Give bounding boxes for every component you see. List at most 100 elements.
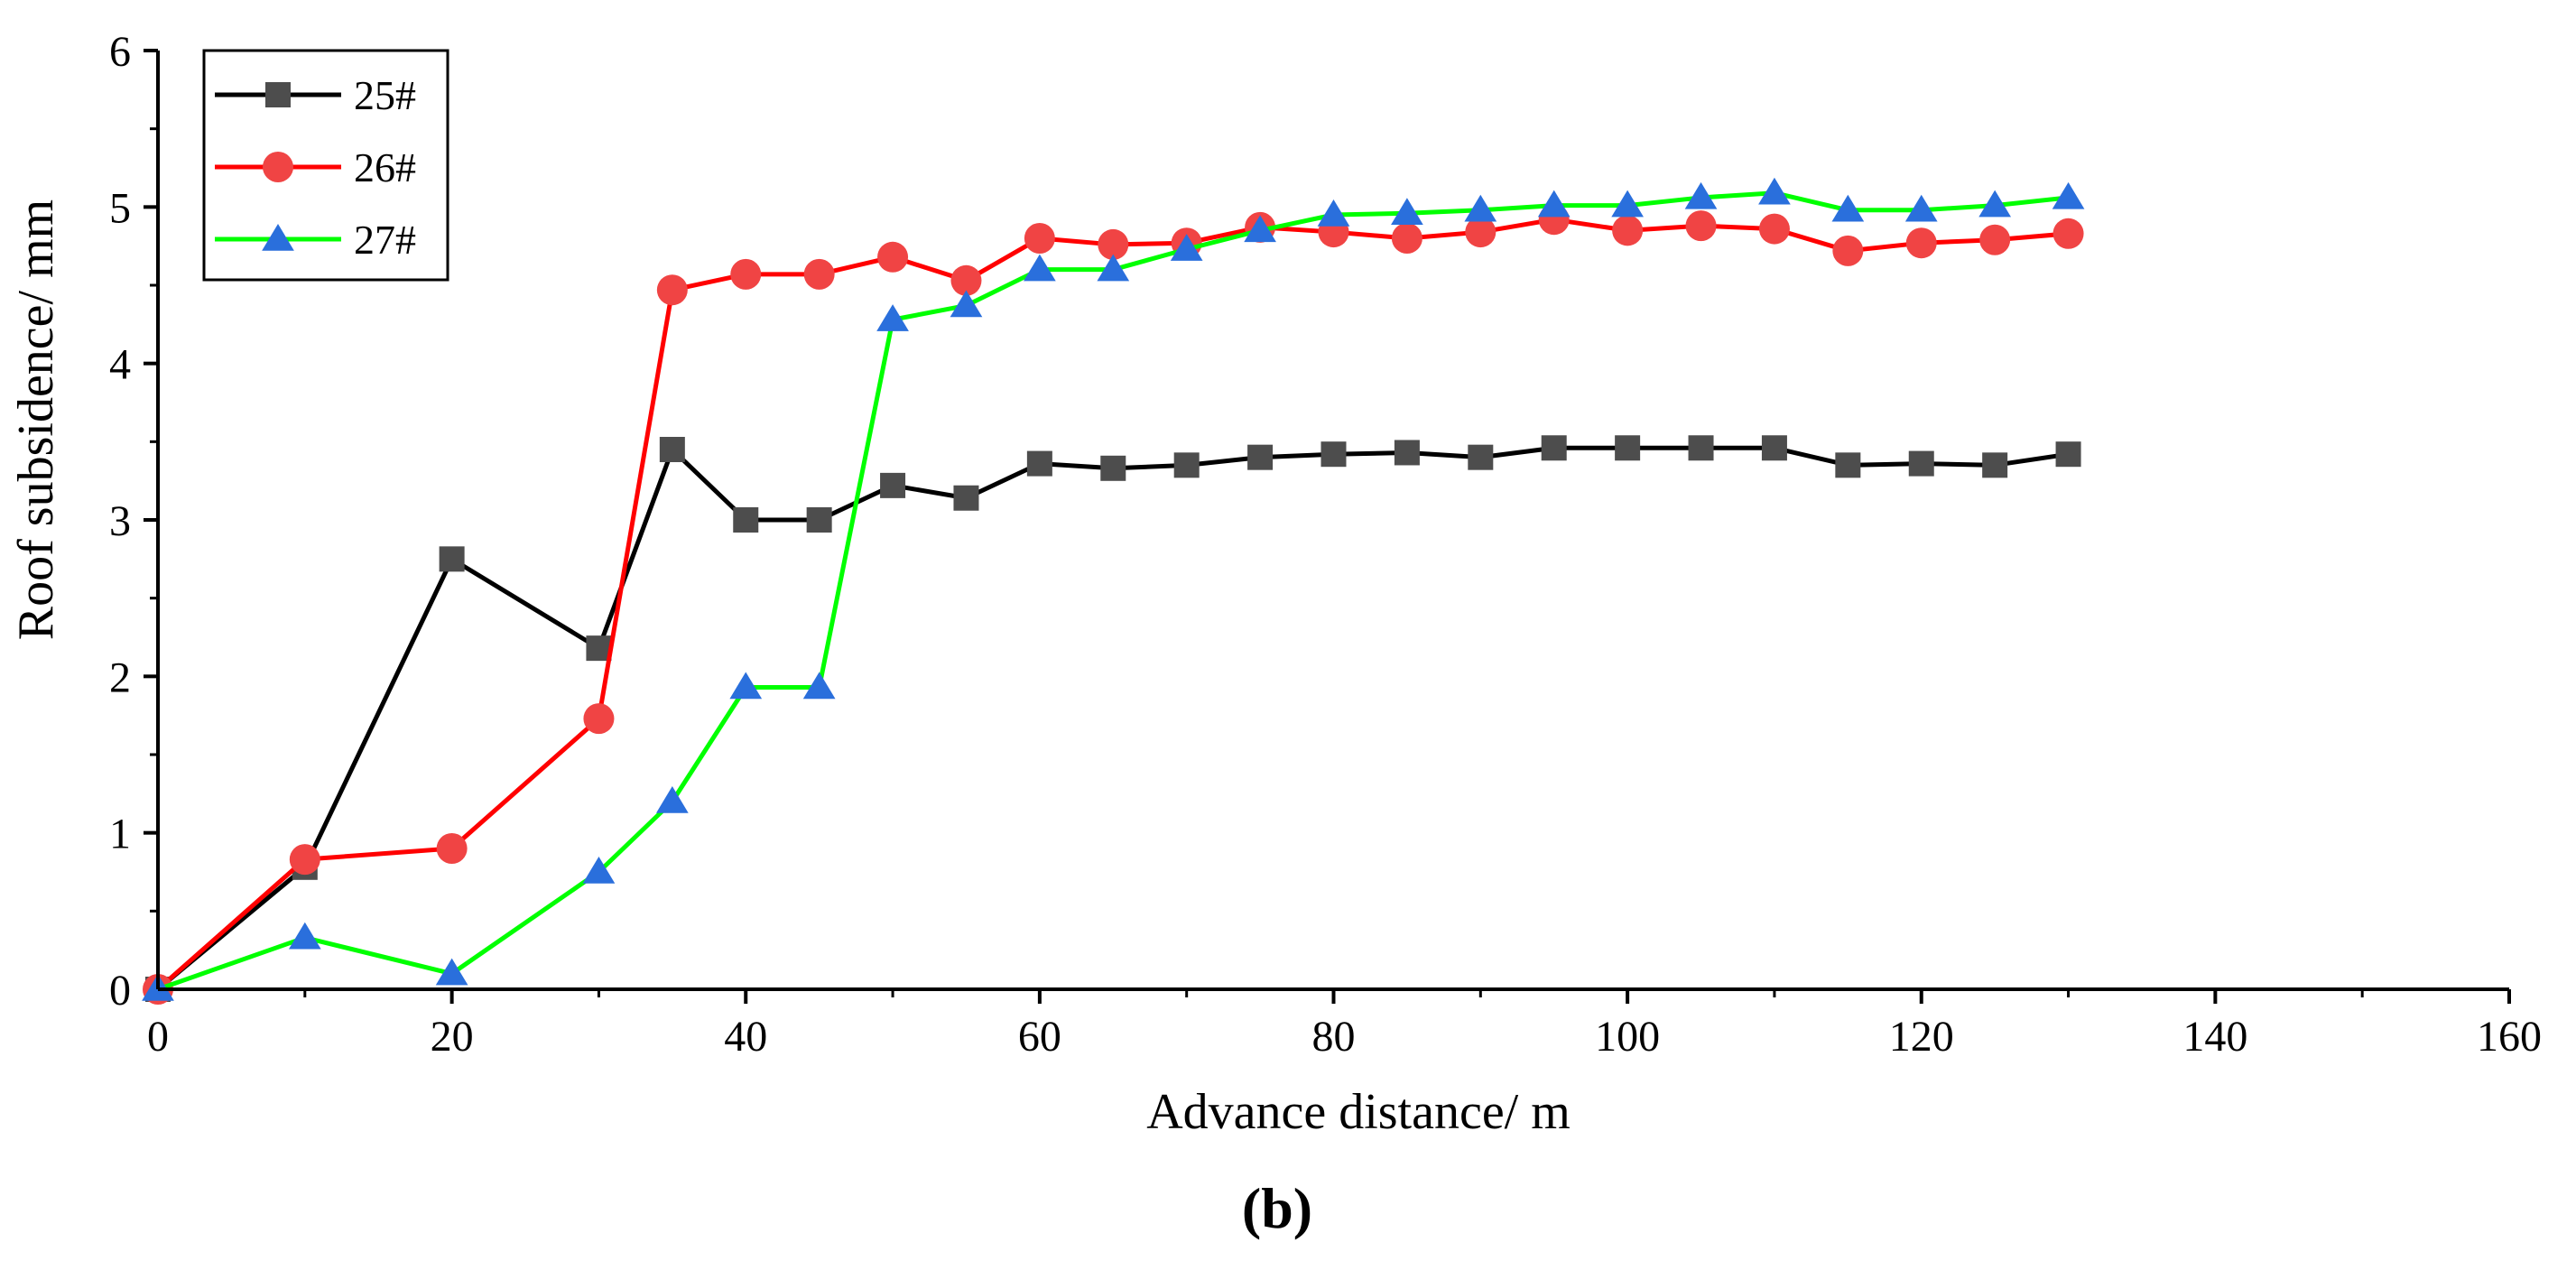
y-tick-label: 2	[109, 654, 131, 701]
data-point-26	[289, 844, 320, 876]
data-point-26	[1905, 227, 1937, 259]
data-point-25	[1247, 444, 1274, 470]
data-point-26	[1098, 228, 1129, 260]
data-point-26	[1024, 223, 1055, 254]
legend-marker-26	[263, 152, 293, 182]
data-point-27	[288, 922, 321, 950]
data-point-27	[1904, 194, 1938, 222]
data-point-25	[1394, 440, 1420, 466]
data-point-26	[730, 258, 762, 290]
data-point-27	[1244, 215, 1276, 243]
data-point-26	[877, 241, 909, 273]
legend-label-25: 25#	[354, 72, 416, 118]
data-point-27	[1978, 190, 2012, 218]
data-point-25	[806, 507, 832, 533]
data-point-26	[1465, 217, 1496, 248]
data-point-25	[1761, 435, 1787, 461]
data-point-27	[1684, 181, 1718, 209]
data-point-27	[2052, 181, 2085, 209]
data-point-26	[950, 264, 982, 296]
series-25	[145, 435, 2081, 1002]
data-point-25	[880, 472, 906, 498]
legend-item-27: 27#	[215, 217, 416, 263]
data-point-26	[1832, 235, 1864, 266]
legend-marker-27	[262, 224, 294, 251]
data-point-26	[803, 258, 835, 290]
x-tick-label: 100	[1595, 1013, 1660, 1061]
y-tick-label: 0	[109, 967, 131, 1015]
axes	[156, 51, 2509, 991]
data-point-27	[729, 672, 763, 700]
data-point-27	[876, 304, 909, 331]
data-point-26	[1685, 210, 1717, 242]
data-point-27	[1831, 194, 1865, 222]
data-point-25	[1688, 435, 1714, 461]
data-point-27	[435, 958, 468, 986]
data-point-27	[1611, 190, 1644, 218]
legend-label-26: 26#	[354, 144, 416, 190]
data-point-25	[1835, 452, 1861, 478]
data-point-27	[1391, 198, 1423, 226]
y-tick-label: 6	[109, 28, 131, 76]
data-point-27	[950, 290, 983, 318]
x-tick-label: 0	[147, 1013, 169, 1061]
data-point-27	[1317, 199, 1350, 227]
data-point-27	[1464, 194, 1497, 222]
x-tick-label: 80	[1312, 1013, 1356, 1061]
data-point-25	[1026, 450, 1052, 477]
figure-caption: (b)	[1242, 1176, 1312, 1240]
data-point-25	[1468, 444, 1494, 470]
series-layer	[142, 177, 2085, 1005]
x-tick-label: 160	[2477, 1013, 2542, 1061]
data-point-25	[1908, 450, 1934, 477]
data-point-26	[1391, 223, 1422, 254]
y-tick-label: 5	[109, 184, 131, 232]
legend-item-26: 26#	[215, 144, 416, 190]
data-point-27	[1024, 254, 1056, 282]
x-axis-title: Advance distance/ m	[1146, 1084, 1571, 1140]
data-point-27	[1758, 177, 1791, 205]
series-line-25	[156, 445, 2069, 991]
data-point-26	[436, 833, 468, 864]
axis-ticks	[144, 49, 2511, 1004]
series-line-26	[156, 217, 2069, 991]
x-tick-label: 60	[1018, 1013, 1061, 1061]
data-point-25	[1541, 435, 1567, 461]
data-point-26	[656, 274, 688, 306]
data-point-27	[802, 672, 836, 700]
series-27	[142, 177, 2085, 1001]
series-26	[143, 204, 2084, 1005]
x-tick-label: 20	[431, 1013, 474, 1061]
data-point-25	[953, 485, 979, 511]
x-tick-label: 40	[724, 1013, 767, 1061]
legend: 25# 26# 27#	[202, 49, 449, 282]
data-point-26	[1612, 215, 1644, 246]
data-point-27	[582, 857, 616, 884]
series-line-27	[157, 190, 2069, 992]
data-point-25	[439, 546, 465, 572]
data-point-26	[1979, 224, 2011, 255]
legend-label-27: 27#	[354, 217, 416, 263]
x-tick-label: 140	[2182, 1013, 2247, 1061]
y-axis-title: Roof subsidence/ mm	[8, 199, 64, 640]
x-tick-label: 120	[1889, 1013, 1954, 1061]
data-point-27	[1537, 190, 1571, 218]
y-tick-label: 4	[109, 341, 131, 389]
data-point-26	[2052, 218, 2084, 249]
y-tick-label: 1	[109, 811, 131, 858]
data-point-26	[583, 703, 615, 735]
y-tick-label: 3	[109, 497, 131, 545]
data-point-27	[1097, 254, 1130, 282]
data-point-25	[1100, 455, 1126, 481]
data-point-25	[659, 437, 685, 462]
data-point-25	[1982, 452, 2008, 478]
data-point-25	[733, 507, 759, 533]
tick-labels: 0 20 40 60 80 100 120 140 160 0 1 2 3 4 5 6	[109, 28, 2542, 1061]
legend-item-25: 25#	[215, 72, 416, 118]
data-point-26	[1758, 213, 1790, 245]
legend-marker-25	[265, 82, 291, 107]
data-point-25	[1615, 435, 1641, 461]
data-point-27	[655, 786, 689, 813]
data-point-27	[1170, 234, 1203, 261]
